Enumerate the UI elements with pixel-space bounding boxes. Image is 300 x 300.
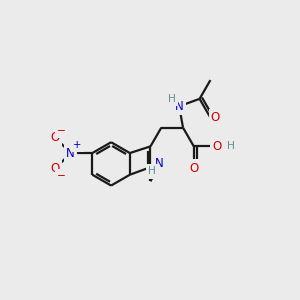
Text: −: −: [57, 126, 66, 136]
Text: N: N: [175, 100, 184, 113]
Text: O: O: [189, 161, 198, 175]
Text: +: +: [74, 140, 82, 150]
Text: N: N: [155, 158, 164, 170]
Text: −: −: [57, 171, 66, 181]
Text: O: O: [51, 131, 60, 144]
Text: H: H: [168, 94, 176, 104]
Text: N: N: [66, 147, 75, 160]
Text: H: H: [227, 141, 235, 152]
Text: O: O: [212, 140, 221, 153]
Text: O: O: [51, 162, 60, 175]
Text: O: O: [211, 111, 220, 124]
Text: H: H: [148, 167, 156, 176]
